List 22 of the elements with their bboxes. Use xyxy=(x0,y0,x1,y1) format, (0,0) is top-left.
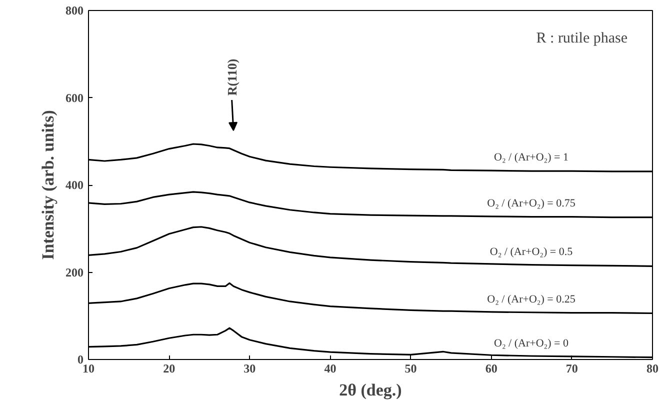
y-tick-label: 400 xyxy=(66,178,84,192)
series-label: O₂ / (Ar+O₂) = 0.5 xyxy=(490,246,574,258)
y-tick-label: 800 xyxy=(66,4,84,18)
x-tick-label: 10 xyxy=(82,362,94,376)
series-label: O₂ / (Ar+O₂) = 0 xyxy=(494,337,569,350)
series-label: O₂ / (Ar+O₂) = 0.25 xyxy=(487,293,576,306)
x-tick-label: 20 xyxy=(163,362,176,376)
annotation: R : rutile phase xyxy=(536,30,628,46)
x-tick-label: 40 xyxy=(324,362,336,376)
y-axis-title: Intensity (arb. units) xyxy=(38,110,58,260)
y-tick-label: 600 xyxy=(66,90,84,105)
x-tick-label: 60 xyxy=(485,362,498,376)
series-label: O₂ / (Ar+O₂) = 1 xyxy=(494,151,568,164)
y-tick-label: 0 xyxy=(78,352,84,366)
x-tick-label: 50 xyxy=(404,362,417,376)
x-tick-label: 70 xyxy=(566,362,578,376)
y-tick-label: 200 xyxy=(66,265,84,280)
series-label: O₂ / (Ar+O₂) = 0.75 xyxy=(487,197,576,210)
x-tick-label: 80 xyxy=(646,362,658,376)
x-tick-label: 30 xyxy=(244,362,256,376)
annotation: R(110) xyxy=(224,58,240,96)
x-axis-title: 2θ (deg.) xyxy=(339,380,402,400)
